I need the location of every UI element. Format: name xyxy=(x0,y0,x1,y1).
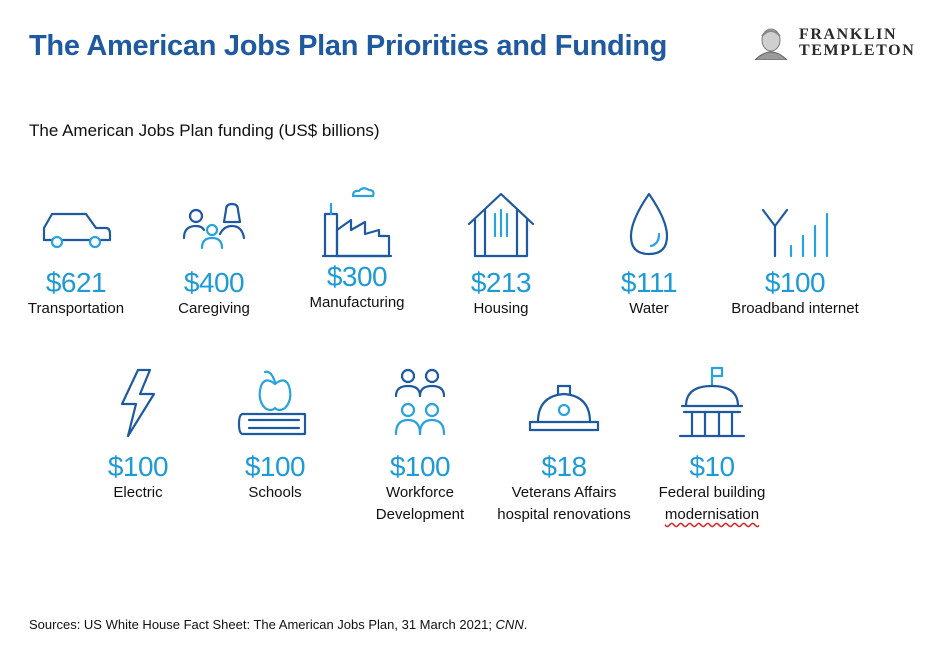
amount: $111 xyxy=(574,268,724,298)
label: Housing xyxy=(426,298,576,320)
franklin-templeton-logo: FRANKLIN TEMPLETON xyxy=(749,26,914,62)
amount: $100 xyxy=(720,268,870,298)
amount: $621 xyxy=(1,268,151,298)
funding-item-broadband: $100 Broadband internet xyxy=(720,190,870,320)
government-building-icon xyxy=(637,366,787,438)
amount: $10 xyxy=(637,452,787,482)
lightning-icon xyxy=(63,366,213,438)
antenna-signal-icon xyxy=(720,190,870,260)
funding-item-transportation: $621 Transportation xyxy=(1,190,151,320)
family-icon xyxy=(139,190,289,260)
label: Manufacturing xyxy=(282,292,432,314)
source-note: Sources: US White House Fact Sheet: The … xyxy=(29,617,527,632)
funding-item-caregiving: $400 Caregiving xyxy=(139,190,289,320)
label-line-2: modernisation xyxy=(665,506,759,523)
page-title: The American Jobs Plan Priorities and Fu… xyxy=(29,30,667,63)
factory-icon xyxy=(282,184,432,260)
house-icon xyxy=(426,190,576,260)
funding-item-veterans-affairs: $18 Veterans Affairs hospital renovation… xyxy=(489,366,639,526)
label: Schools xyxy=(200,482,350,504)
label: Caregiving xyxy=(139,298,289,320)
funding-item-housing: $213 Housing xyxy=(426,190,576,320)
amount: $213 xyxy=(426,268,576,298)
funding-item-workforce: $100 Workforce Development xyxy=(345,366,495,526)
funding-item-schools: $100 Schools xyxy=(200,366,350,504)
hard-hat-icon xyxy=(489,366,639,438)
logo-text-templeton: TEMPLETON xyxy=(799,42,915,60)
water-drop-icon xyxy=(574,190,724,260)
funding-item-electric: $100 Electric xyxy=(63,366,213,504)
portrait-icon xyxy=(749,26,793,60)
amount: $300 xyxy=(282,262,432,292)
label-line-2: Development xyxy=(345,504,495,526)
people-group-icon xyxy=(345,366,495,438)
amount: $400 xyxy=(139,268,289,298)
amount: $100 xyxy=(345,452,495,482)
label-line-1: Workforce xyxy=(345,482,495,504)
funding-item-federal-building: $10 Federal building modernisation xyxy=(637,366,787,526)
car-icon xyxy=(1,190,151,260)
amount: $100 xyxy=(200,452,350,482)
source-suffix: . xyxy=(524,617,528,632)
label: Electric xyxy=(63,482,213,504)
label-line-1: Veterans Affairs xyxy=(489,482,639,504)
label: Transportation xyxy=(1,298,151,320)
source-text: Sources: US White House Fact Sheet: The … xyxy=(29,617,496,632)
label: Water xyxy=(574,298,724,320)
amount: $100 xyxy=(63,452,213,482)
label: Broadband internet xyxy=(720,298,870,320)
funding-item-water: $111 Water xyxy=(574,190,724,320)
source-italic: CNN xyxy=(496,617,524,632)
label-line-2: hospital renovations xyxy=(489,504,639,526)
amount: $18 xyxy=(489,452,639,482)
funding-item-manufacturing: $300 Manufacturing xyxy=(282,184,432,314)
apple-book-icon xyxy=(200,366,350,438)
subtitle: The American Jobs Plan funding (US$ bill… xyxy=(29,121,380,141)
label-line-1: Federal building xyxy=(637,482,787,504)
